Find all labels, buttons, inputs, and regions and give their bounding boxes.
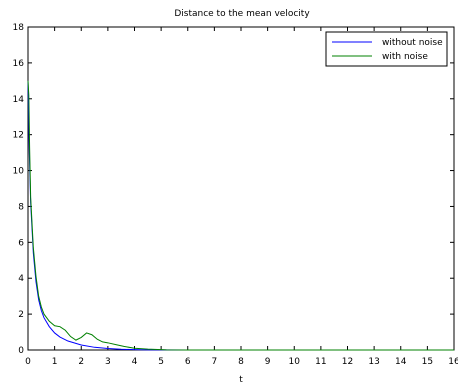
x-axis: 0 1 2 3 4 5 6 7 8 9 10 11 12 13 14 15 16: [25, 27, 458, 367]
chart-title: Distance to the mean velocity: [174, 9, 310, 19]
x-tick-label: 10: [289, 357, 301, 367]
x-axis-label: t: [239, 375, 243, 385]
x-tick-label: 6: [185, 357, 191, 367]
x-tick-label: 2: [78, 357, 84, 367]
x-tick-label: 9: [265, 357, 271, 367]
y-tick-label: 14: [13, 95, 25, 105]
plot-frame: [27, 26, 455, 351]
x-tick-label: 15: [422, 357, 433, 367]
y-tick-label: 6: [18, 238, 24, 248]
y-tick-label: 2: [18, 310, 24, 320]
x-tick-label: 13: [368, 357, 379, 367]
y-tick-label: 0: [18, 346, 24, 356]
x-tick-label: 11: [315, 357, 326, 367]
y-tick-label: 10: [13, 167, 25, 177]
series-line-1: [27, 80, 454, 351]
x-tick-label: 1: [52, 357, 58, 367]
x-tick-label: 7: [212, 357, 218, 367]
legend-label: with noise: [382, 52, 428, 62]
legend-label: without noise: [382, 38, 443, 48]
x-tick-label: 12: [342, 357, 353, 367]
x-tick-label: 16: [448, 357, 458, 367]
x-tick-label: 4: [132, 357, 138, 367]
y-tick-label: 12: [13, 131, 24, 141]
y-tick-label: 4: [18, 274, 24, 284]
y-tick-label: 16: [13, 59, 25, 69]
legend: without noise with noise: [325, 31, 448, 67]
x-tick-label: 3: [105, 357, 111, 367]
x-tick-label: 8: [238, 357, 244, 367]
x-tick-label: 0: [25, 357, 31, 367]
y-tick-label: 18: [13, 23, 25, 33]
x-tick-label: 5: [158, 357, 164, 367]
y-tick-label: 8: [18, 202, 24, 212]
x-tick-label: 14: [395, 357, 407, 367]
y-axis: 0 2 4 6 8 10 12 14 16 18: [13, 23, 454, 356]
legend-box: [325, 31, 448, 67]
series-group: [27, 80, 454, 351]
series-line-0: [27, 80, 454, 351]
